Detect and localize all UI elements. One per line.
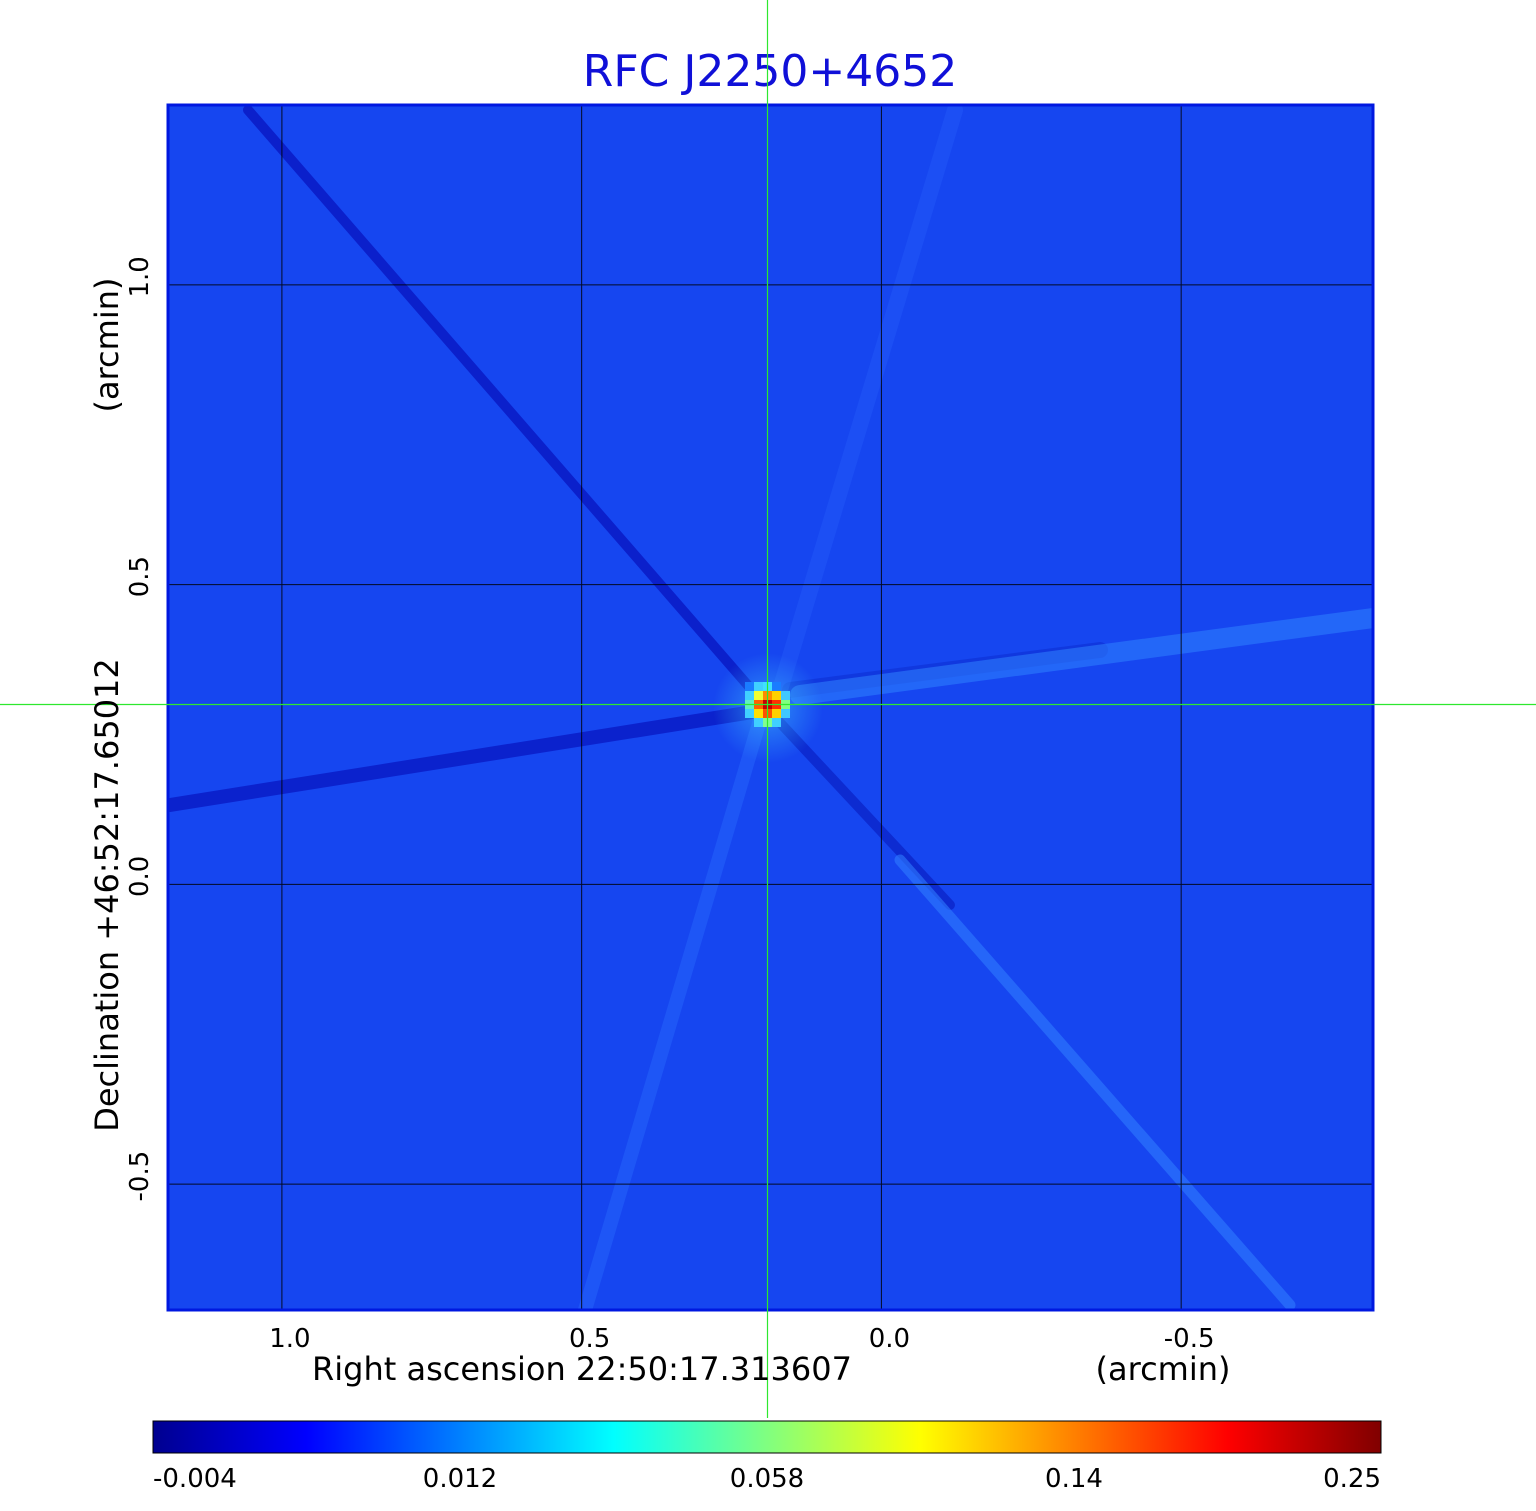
y-tick-label-2: 0.0 [125, 856, 155, 897]
colorbar-tick-label-1: 0.012 [423, 1464, 497, 1494]
source-pixel-14 [745, 709, 755, 719]
source-pixel-15 [754, 709, 764, 719]
source-pixel-19 [754, 718, 764, 728]
source-pixel-8 [781, 691, 791, 701]
streak-w [168, 703, 772, 812]
source-pixel-4 [745, 691, 755, 701]
source-pixel-0 [745, 682, 755, 692]
y-tick-label-3: -0.5 [125, 1151, 155, 1202]
x-tick-label-1: 0.5 [569, 1324, 610, 1354]
streak-se-bright [894, 854, 1296, 1310]
colorbar-tick-label-4: 0.25 [1323, 1464, 1381, 1494]
chart-title: RFC J2250+4652 [583, 46, 957, 97]
source-pixel-18 [781, 709, 791, 719]
x-tick-label-3: -0.5 [1164, 1324, 1215, 1354]
colorbar-tick-label-3: 0.14 [1045, 1464, 1103, 1494]
source-pixel-1 [754, 682, 764, 692]
x-tick-label-2: 0.0 [869, 1324, 910, 1354]
coordinate-grid [168, 105, 1373, 1310]
source-pixel-7 [772, 691, 782, 701]
streak-n-bright [772, 105, 963, 698]
x-axis-label: Right ascension 22:50:17.313607 [312, 1350, 852, 1388]
colorbar-tick-label-0: -0.004 [153, 1464, 237, 1494]
y-tick-label-1: 0.5 [125, 556, 155, 597]
streak-nw [243, 105, 770, 710]
streak-e-bright [790, 608, 1373, 705]
streak-s-bright [578, 713, 767, 1310]
x-axis-unit: (arcmin) [1096, 1350, 1231, 1388]
plot-frame [166, 103, 1375, 1312]
source-pixel-21 [772, 718, 782, 728]
source-pixel-3 [772, 682, 782, 692]
colorbar-tick-label-2: 0.058 [730, 1464, 804, 1494]
colorbar [152, 1420, 1382, 1454]
image-plane [168, 105, 1373, 1310]
y-axis-label: Declination +46:52:17.65012 [88, 658, 126, 1132]
sidelobe-streaks-bright [578, 105, 1373, 1310]
x-tick-labels: 1.0 0.5 0.0 -0.5 [269, 1324, 1214, 1354]
source-pixel-17 [772, 709, 782, 719]
y-axis-unit: (arcmin) [88, 278, 126, 413]
y-tick-labels: 1.0 0.5 0.0 -0.5 [125, 256, 155, 1201]
x-tick-label-0: 1.0 [269, 1324, 310, 1354]
y-tick-label-0: 1.0 [125, 256, 155, 297]
colorbar-tick-labels: -0.004 0.012 0.058 0.14 0.25 [153, 1464, 1381, 1494]
source-pixel-5 [754, 691, 764, 701]
